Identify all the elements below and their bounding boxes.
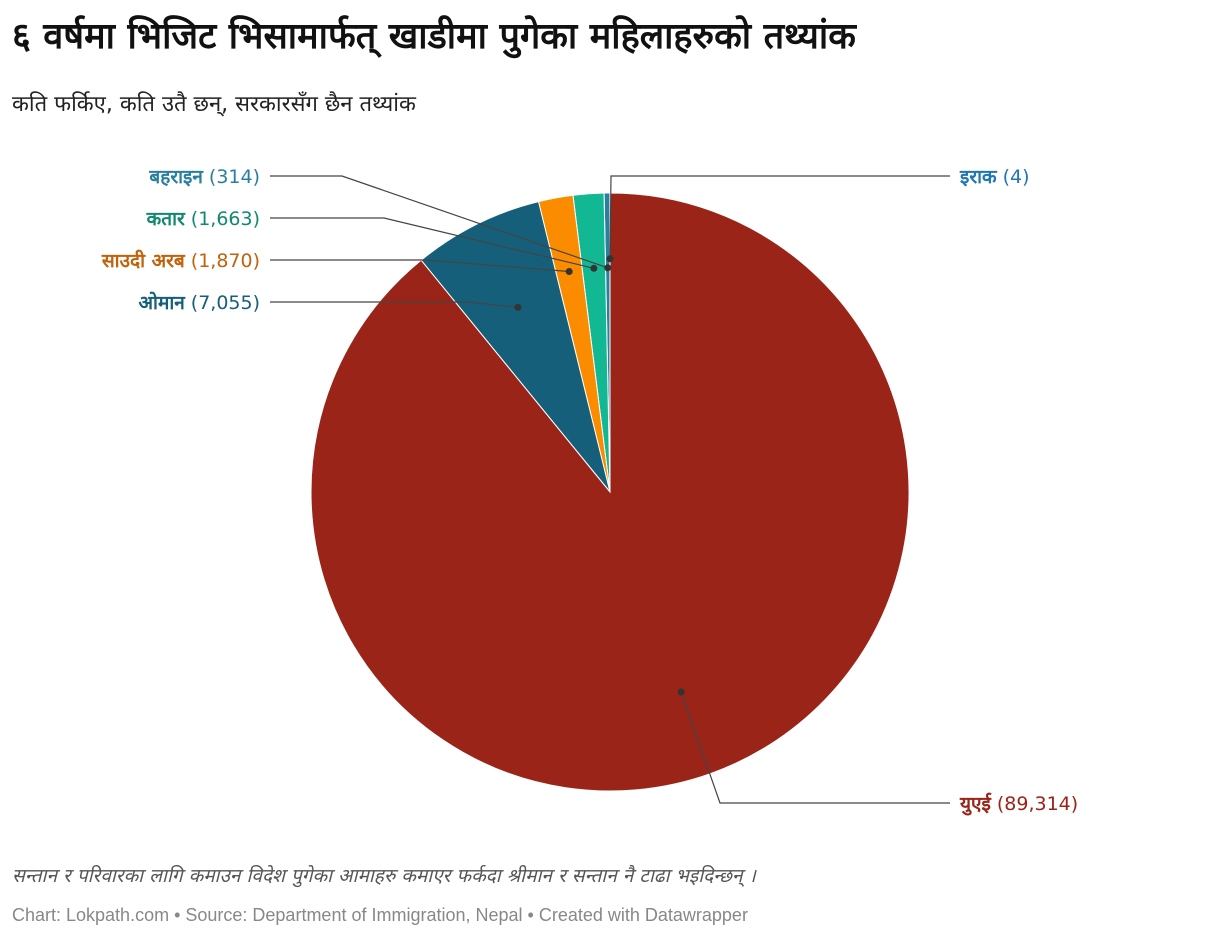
chart-subtitle: कति फर्किए, कति उतै छन्, सरकारसँग छैन तथ…	[12, 92, 416, 117]
leader-dot-3	[565, 268, 573, 275]
leader-dot-0	[606, 255, 614, 263]
slice-label-4: ओमान (7,055)	[139, 291, 260, 314]
slice-label-name-5: युएई	[959, 792, 992, 816]
slice-label-name-0: इराक	[959, 166, 998, 188]
slice-label-3: साउदी अरब (1,870)	[101, 249, 260, 272]
slice-label-2: कतार (1,663)	[146, 208, 260, 230]
pie-chart: इराक (4)बहराइन (314)कतार (1,663)साउदी अरब (1…	[101, 166, 1078, 816]
slice-label-value-0: (4)	[1003, 166, 1030, 188]
chart-title: ६ वर्षमा भिजिट भिसामार्फत् खाडीमा पुगेका…	[12, 16, 856, 57]
pie-slice-5	[310, 192, 910, 792]
slice-label-5: युएई (89,314)	[959, 792, 1078, 816]
slice-label-name-3: साउदी अरब	[101, 249, 186, 272]
leader-line-0	[609, 175, 950, 259]
slice-label-0: इराक (4)	[959, 166, 1030, 188]
slice-label-value-5: (89,314)	[997, 793, 1078, 815]
leader-line-3	[270, 259, 570, 273]
slice-label-name-1: बहराइन	[148, 166, 204, 188]
slice-label-1: बहराइन (314)	[148, 166, 260, 188]
slice-label-value-4: (7,055)	[191, 292, 260, 314]
leader-dot-2	[590, 264, 598, 272]
leader-line-4	[270, 301, 518, 308]
slice-label-value-2: (1,663)	[191, 208, 260, 230]
pie-slice-4	[420, 201, 611, 493]
leader-dot-5	[677, 688, 685, 696]
slice-label-name-2: कतार	[146, 208, 186, 230]
slice-label-value-1: (314)	[209, 166, 260, 188]
leader-line-2	[270, 217, 595, 269]
leader-dot-1	[604, 264, 612, 272]
chart-footer: Chart: Lokpath.com • Source: Department …	[12, 905, 748, 925]
pie-slices	[310, 192, 910, 792]
leader-dot-4	[514, 303, 522, 311]
slice-label-value-3: (1,870)	[191, 250, 260, 272]
slice-label-name-4: ओमान	[139, 291, 187, 314]
chart-note: सन्तान र परिवारका लागि कमाउन विदेश पुगेक…	[12, 865, 756, 887]
leader-line-5	[680, 691, 950, 804]
leader-line-1	[270, 175, 608, 269]
pie-labels: इराक (4)बहराइन (314)कतार (1,663)साउदी अरब (1…	[101, 166, 1078, 816]
